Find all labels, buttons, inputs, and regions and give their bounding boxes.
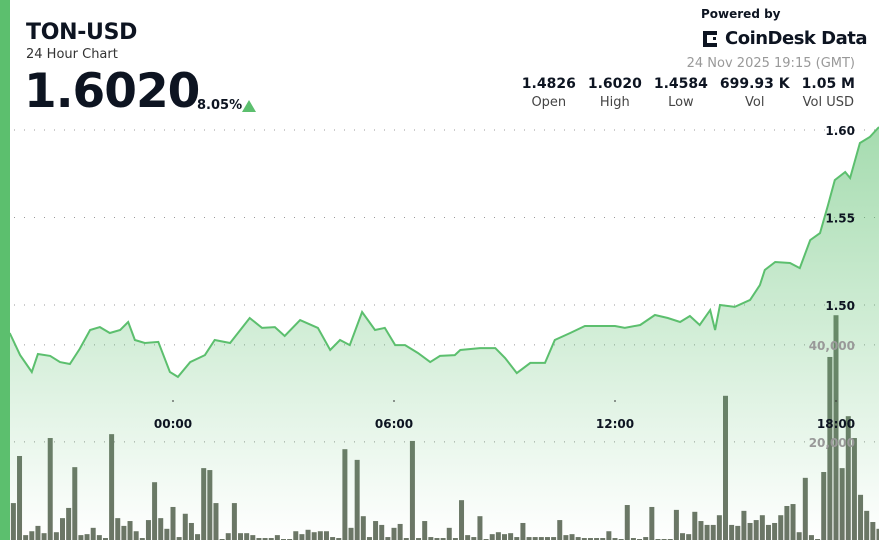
- accent-bar: [0, 0, 10, 540]
- current-price: 1.6020: [24, 64, 200, 119]
- stats-row: 1.4826 Open 1.6020 High 1.4584 Low 699.93 K…: [522, 76, 855, 110]
- pair-title: TON-USD: [26, 20, 138, 45]
- price-change: 8.05%: [197, 98, 243, 113]
- up-triangle-icon: [242, 100, 256, 112]
- time-tick-label: 18:00: [817, 417, 855, 431]
- stat-open: 1.4826 Open: [522, 76, 576, 110]
- price-area: [9, 127, 879, 540]
- chart-subtitle: 24 Hour Chart: [26, 47, 118, 62]
- time-tick-label: 06:00: [375, 417, 413, 431]
- price-tick-label: 1.55: [825, 212, 855, 226]
- price-tick-label: 1.50: [825, 299, 855, 313]
- volume-tick-label: 40,000: [809, 339, 855, 353]
- powered-by: Powered by: [701, 7, 781, 21]
- stat-value: 1.6020: [587, 76, 642, 92]
- time-tick-label: 12:00: [596, 417, 634, 431]
- stat-value: 699.93 K: [719, 76, 790, 92]
- stat-label: Vol USD: [802, 95, 854, 110]
- price-line: [8, 126, 879, 379]
- price-tick-label: 1.60: [825, 124, 855, 138]
- coindesk-mark-icon: [703, 30, 717, 47]
- stat-vol-usd: 1.05 M Vol USD: [802, 76, 855, 110]
- stat-label: Open: [531, 95, 567, 110]
- stat-label: Vol: [745, 95, 765, 110]
- stat-label: High: [599, 95, 630, 110]
- brand-name: CoinDesk Data: [725, 28, 868, 49]
- axis-labels: 1.50 1.55 1.60 20,000 40,000 00:00 06:00 12:00 1…: [154, 124, 855, 450]
- stat-low: 1.4584 Low: [654, 76, 708, 110]
- stat-vol: 699.93 K Vol: [720, 76, 790, 110]
- stat-value: 1.4826: [521, 76, 576, 92]
- stat-value: 1.4584: [653, 76, 708, 92]
- stat-value: 1.05 M: [801, 76, 855, 92]
- stat-high: 1.6020 High: [588, 76, 642, 110]
- coindesk-logo: CoinDesk Data: [701, 28, 868, 49]
- volume-tick-label: 20,000: [809, 436, 855, 450]
- timestamp: 24 Nov 2025 19:15 (GMT): [686, 56, 855, 71]
- stat-label: Low: [668, 95, 694, 110]
- time-tick-label: 00:00: [154, 417, 192, 431]
